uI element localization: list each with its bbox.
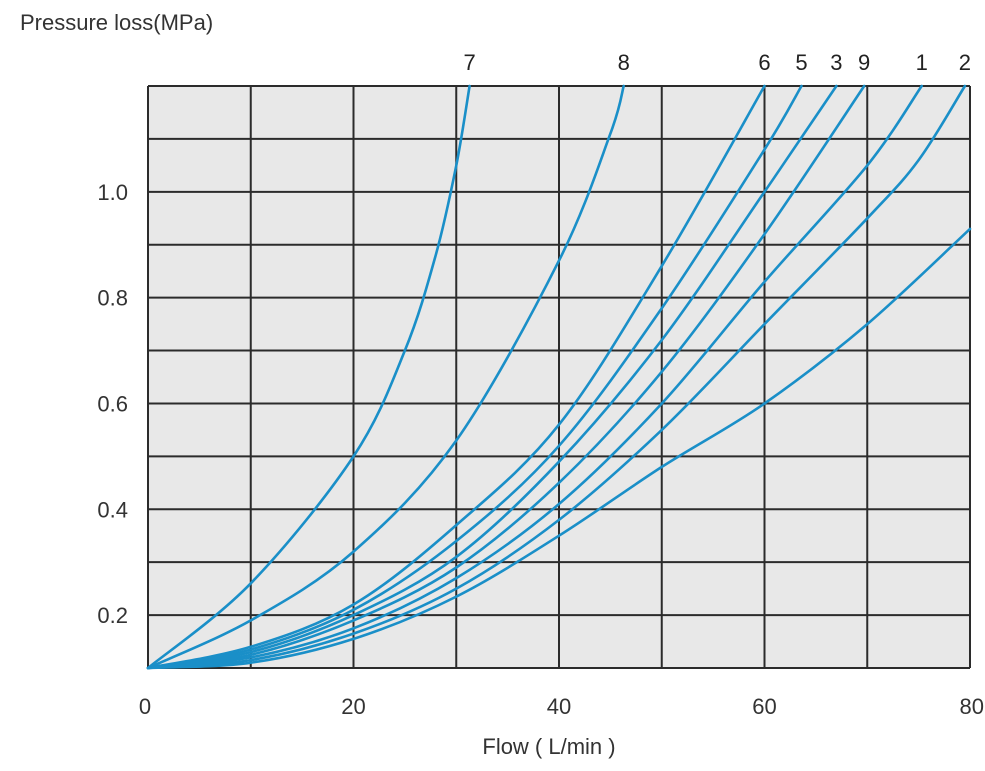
curve-label-3: 3 [830, 50, 842, 75]
y-tick-label: 0.4 [97, 497, 128, 522]
x-axis-title: Flow ( L/min ) [482, 734, 615, 759]
curve-label-2: 2 [959, 50, 971, 75]
y-tick-label: 0.8 [97, 286, 128, 311]
y-tick-label: 1.0 [97, 180, 128, 205]
curve-label-6: 6 [758, 50, 770, 75]
y-axis-title: Pressure loss(MPa) [20, 10, 213, 35]
y-tick-labels: 0.2 0.4 0.6 0.8 1.0 [97, 180, 128, 628]
x-tick-label: 80 [960, 694, 984, 719]
x-tick-label: 60 [752, 694, 776, 719]
curve-label-9: 9 [858, 50, 870, 75]
x-tick-label: 40 [547, 694, 571, 719]
curve-label-1: 1 [916, 50, 928, 75]
y-tick-label: 0.2 [97, 603, 128, 628]
curve-label-8: 8 [618, 50, 630, 75]
y-tick-label: 0.6 [97, 391, 128, 416]
curve-label-5: 5 [795, 50, 807, 75]
x-tick-label: 0 [139, 694, 151, 719]
curve-label-7: 7 [463, 50, 475, 75]
x-tick-labels: 0 20 40 60 80 [139, 694, 984, 719]
x-tick-label: 20 [341, 694, 365, 719]
